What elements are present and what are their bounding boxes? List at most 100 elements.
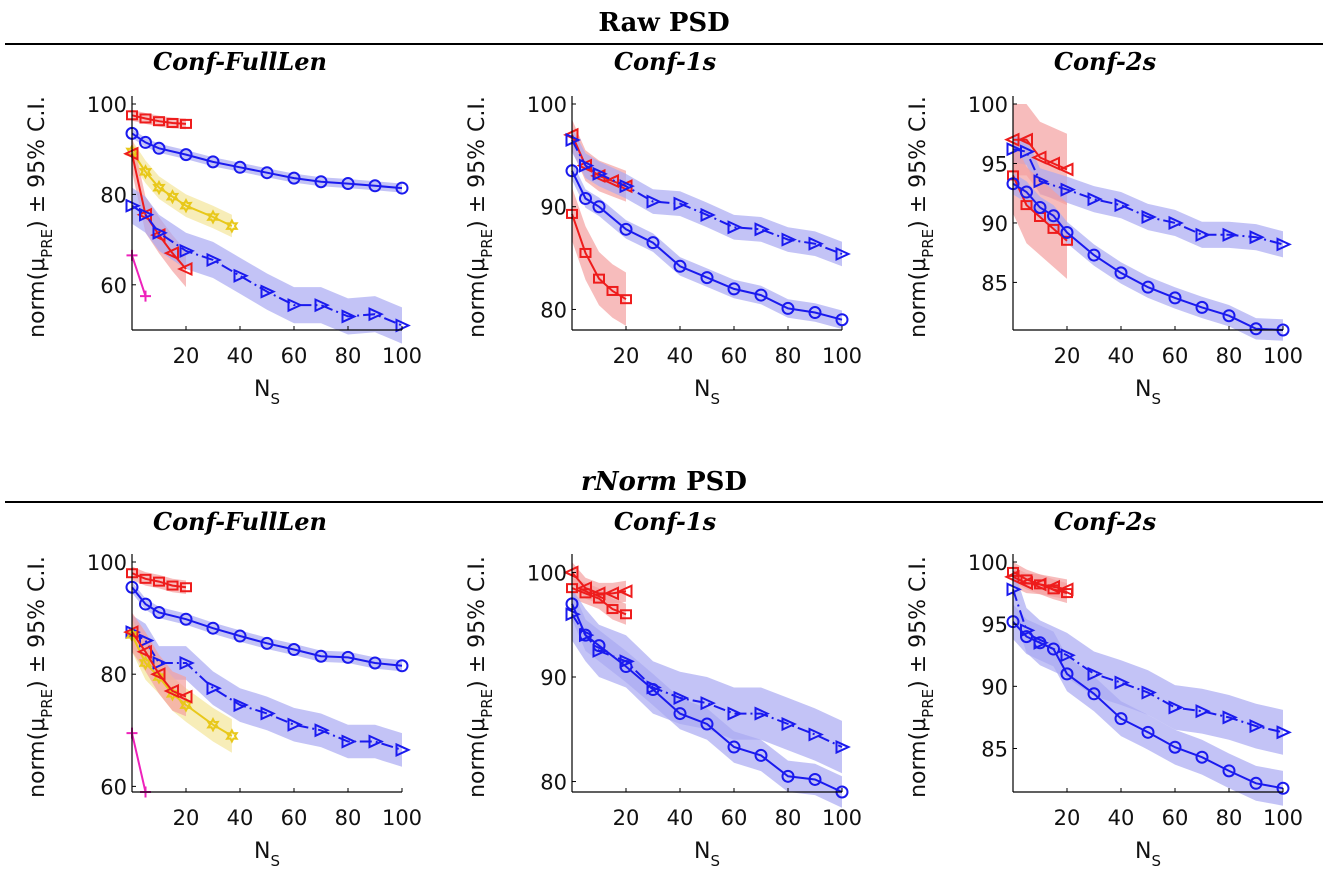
data-point [1031,577,1047,592]
series-line [131,132,403,190]
data-point [700,271,714,285]
x-axis-label: NS [694,839,720,870]
data-point [781,232,797,247]
data-point [1195,227,1211,242]
y-axis-label: norm(μPRE) ± 95% C.I. [906,556,937,798]
data-point [1222,227,1238,242]
data-point [206,621,220,635]
x-tick-label: 60 [281,806,308,830]
data-point [1114,675,1130,690]
data-point [1033,200,1047,214]
section-rnorm-header: rNorm PSD [5,467,1323,503]
data-point [1047,642,1060,656]
data-point [1047,223,1060,234]
chart-panel-5: Conf-1s 20 40 60 80 100 80 90 100 NS norm(μPRE) ± … [465,507,862,870]
y-tick-label: 90 [981,212,1008,236]
series-5 [125,198,411,333]
data-point [139,207,155,222]
data-point [314,175,328,189]
confidence-band-3 [1013,567,1283,755]
data-point [579,158,595,173]
data-point [368,179,382,193]
data-point [150,667,166,682]
confidence-band-3 [572,588,842,774]
data-point [1087,248,1101,262]
x-tick-label: 60 [1162,806,1189,830]
data-point [233,629,247,643]
y-tick-label: 90 [540,666,567,690]
data-point [781,769,795,783]
axes: 20 40 60 80 100 85 90 95 100 NS norm(μPRE) ± 95% C… [906,93,1303,408]
x-tick-label: 40 [227,806,254,830]
data-point [179,655,195,671]
series-3 [565,164,849,327]
x-axis-label: NS [1135,377,1161,408]
data-point [1168,291,1182,305]
data-point [368,656,382,670]
data-point [1276,237,1292,252]
data-point [260,706,276,721]
axes: 20 40 60 80 100 60 80 100 NS norm(μPRE) ± 95% C.I… [25,93,422,408]
data-point [177,261,193,277]
data-point [727,740,741,754]
data-point [1020,144,1036,159]
data-point [1222,764,1236,778]
data-point [225,218,239,234]
data-point [225,728,239,744]
data-point [206,717,220,733]
data-point [1222,710,1238,725]
data-point [835,246,851,262]
data-point [579,588,592,599]
section-title-raw: Raw PSD [598,8,729,38]
panel-title: Conf-2s [1054,507,1157,536]
data-point [673,196,689,211]
series-4 [566,208,632,305]
data-point [754,748,768,762]
confidence-bands [132,566,402,767]
x-tick-label: 80 [335,344,362,368]
x-tick-label: 100 [1263,806,1303,830]
panel-title: Conf-2s [1054,47,1157,76]
y-tick-label: 60 [100,775,127,799]
data-point [153,116,165,127]
x-tick-label: 80 [775,806,802,830]
confidence-band-2 [132,128,402,193]
data-point [368,734,384,749]
x-tick-label: 100 [822,344,862,368]
data-point [152,655,168,671]
data-point [1060,182,1076,197]
data-point [592,639,606,653]
data-point [233,268,249,283]
series-line [131,255,147,297]
data-point [166,117,179,128]
data-point [314,723,330,738]
x-tick-label: 40 [1108,344,1135,368]
data-point [646,683,660,697]
series-2 [566,583,632,620]
series-line [1012,182,1284,331]
data-point [139,597,152,611]
y-tick-label: 100 [87,93,127,117]
data-point [700,696,716,711]
data-point [136,644,152,659]
data-point [139,633,155,648]
data-point [166,580,179,591]
x-tick-label: 20 [173,344,200,368]
data-point [180,118,192,129]
data-point [808,727,824,742]
data-point [781,716,797,732]
y-tick-label: 60 [100,274,127,298]
data-point [287,643,301,657]
data-point [1141,280,1155,294]
data-point [1141,209,1157,225]
data-point [1249,719,1265,734]
y-tick-label: 95 [981,613,1008,637]
data-point [754,706,770,721]
data-point [179,198,193,214]
y-tick-label: 90 [981,675,1008,699]
confidence-bands [132,109,402,344]
data-point [1060,648,1076,663]
data-point [593,273,605,284]
x-tick-label: 80 [775,344,802,368]
